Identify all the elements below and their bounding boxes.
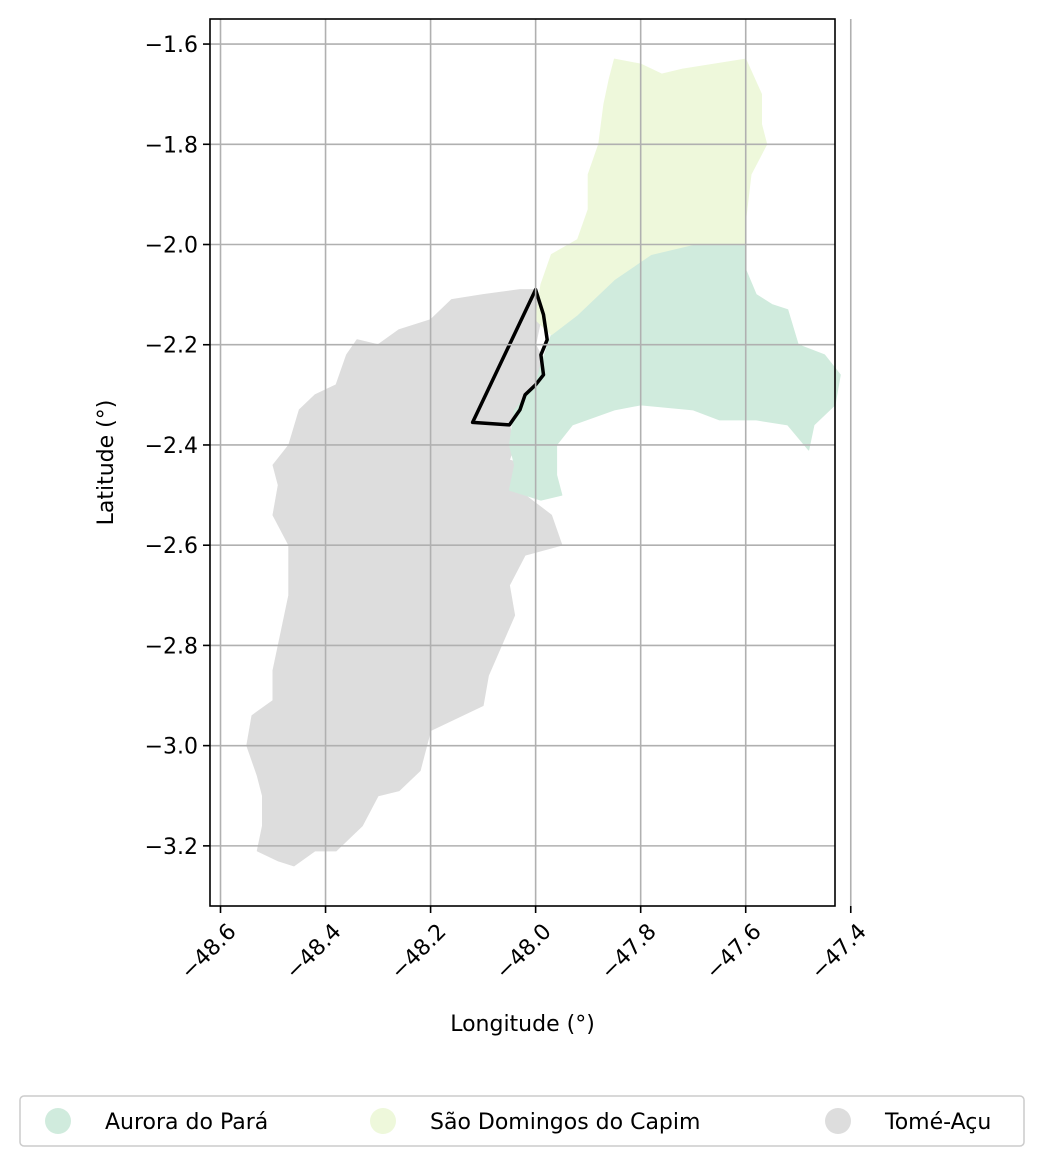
x-axis-title: Longitude (°) — [450, 1012, 595, 1037]
legend: Aurora do Pará São Domingos do Capim Tomé-… — [19, 1095, 1025, 1147]
y-tick-label-8: −3.2 — [145, 835, 198, 860]
x-tick-label-4: −47.8 — [596, 919, 661, 984]
legend-label: São Domingos do Capim — [430, 1110, 700, 1135]
legend-item-tome-acu: Tomé-Açu — [825, 1108, 991, 1135]
y-tick-label-4: −2.4 — [145, 434, 198, 459]
x-axis-ticks: −48.6 −48.4 −48.2 −48.0 −47.8 −47.6 −47.4 — [176, 906, 872, 985]
y-tick-label-7: −3.0 — [145, 735, 198, 760]
study-area-layer — [470, 287, 549, 427]
study-area-outline — [470, 287, 549, 427]
legend-frame — [19, 1095, 1025, 1147]
plot-frame — [209, 18, 836, 907]
legend-marker-icon — [370, 1108, 396, 1134]
y-axis-ticks: −1.6 −1.8 −2.0 −2.2 −2.4 −2.6 −2.8 −3.0 −3.2 — [145, 33, 210, 860]
y-tick-label-2: −2.0 — [145, 234, 198, 259]
legend-label: Tomé-Açu — [884, 1110, 991, 1135]
y-tick-label-3: −2.2 — [145, 334, 198, 359]
y-tick-label-1: −1.8 — [145, 133, 198, 158]
legend-label: Aurora do Pará — [105, 1110, 268, 1135]
legend-marker-icon — [825, 1108, 851, 1134]
x-tick-label-1: −48.4 — [281, 919, 346, 984]
y-tick-label-5: −2.6 — [145, 534, 198, 559]
x-tick-label-6: −47.4 — [806, 919, 871, 984]
x-tick-label-3: −48.0 — [491, 919, 556, 984]
x-tick-label-2: −48.2 — [386, 919, 451, 984]
legend-marker-icon — [45, 1108, 71, 1134]
legend-item-aurora-do-para: Aurora do Pará — [45, 1108, 268, 1135]
y-axis-title: Latitude (°) — [94, 400, 119, 526]
y-tick-label-6: −2.8 — [145, 634, 198, 659]
x-tick-label-0: −48.6 — [176, 919, 241, 984]
grid-lines — [210, 19, 852, 906]
y-tick-label-0: −1.6 — [145, 33, 198, 58]
region-sao-domingos-do-capim — [535, 58, 768, 336]
x-tick-label-5: −47.6 — [701, 919, 766, 984]
legend-item-sao-domingos-do-capim: São Domingos do Capim — [370, 1108, 700, 1135]
region-tome-acu — [246, 289, 563, 867]
region-aurora-do-para — [508, 244, 841, 501]
